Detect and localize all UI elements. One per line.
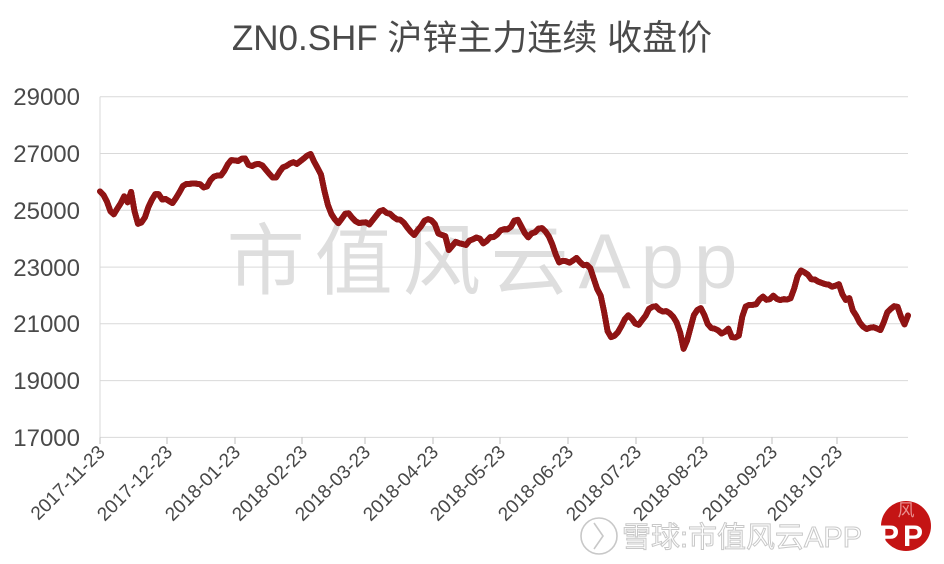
svg-text:P: P (879, 520, 899, 553)
svg-text:雪球:市值风云APP: 雪球:市值风云APP (622, 521, 862, 554)
svg-text:风: 风 (898, 501, 915, 520)
svg-text:P: P (903, 520, 923, 553)
